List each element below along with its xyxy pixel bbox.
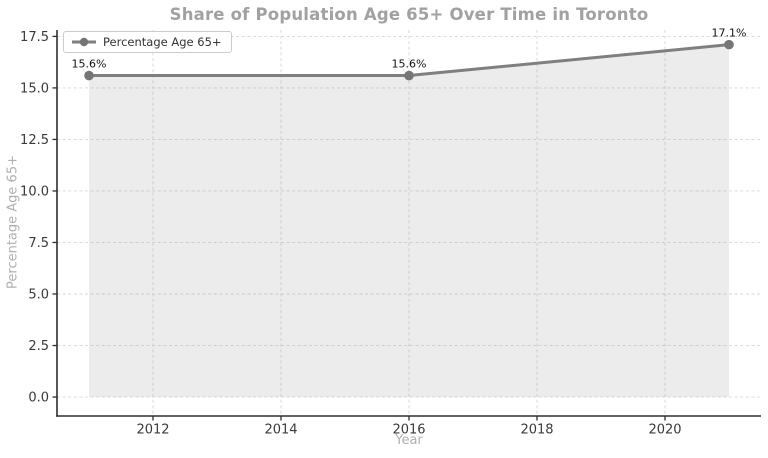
x-tick-label: 2018 bbox=[520, 423, 553, 438]
x-tick-label: 2014 bbox=[264, 423, 297, 438]
y-tick-label: 0.0 bbox=[28, 391, 49, 406]
data-point-label: 15.6% bbox=[72, 58, 107, 71]
legend: Percentage Age 65+ bbox=[63, 31, 232, 53]
y-tick-label: 2.5 bbox=[28, 339, 49, 354]
data-point-marker bbox=[84, 70, 94, 81]
legend-entry-label: Percentage Age 65+ bbox=[103, 35, 222, 49]
y-tick-label: 7.5 bbox=[28, 236, 49, 251]
y-tick-label: 15.0 bbox=[20, 81, 49, 96]
chart-title: Share of Population Age 65+ Over Time in… bbox=[169, 5, 649, 24]
area-fill bbox=[89, 44, 729, 398]
y-tick-label: 10.0 bbox=[20, 184, 49, 199]
y-tick-label: 5.0 bbox=[28, 287, 49, 302]
x-tick-label: 2016 bbox=[392, 423, 425, 438]
x-axis-label: Year bbox=[395, 433, 423, 448]
data-point-label: 17.1% bbox=[712, 27, 747, 40]
x-tick-label: 2012 bbox=[136, 423, 169, 438]
y-tick-label: 12.5 bbox=[20, 133, 49, 148]
y-axis-label: Percentage Age 65+ bbox=[5, 155, 21, 289]
legend-line-marker-icon bbox=[72, 37, 96, 47]
y-tick-label: 17.5 bbox=[20, 30, 49, 45]
data-point-marker bbox=[404, 70, 414, 81]
x-tick-label: 2020 bbox=[648, 423, 681, 438]
data-point-marker bbox=[724, 39, 734, 50]
data-point-label: 15.6% bbox=[392, 58, 427, 71]
